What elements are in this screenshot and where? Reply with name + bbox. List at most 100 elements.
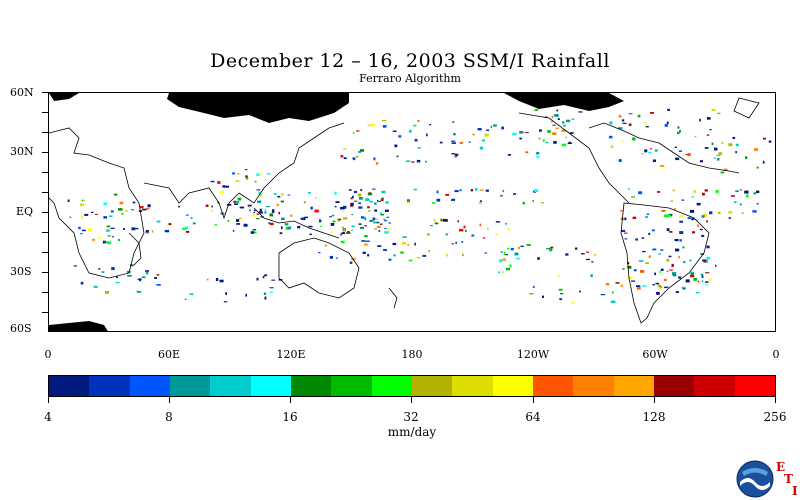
- rain-pixel: [340, 240, 345, 244]
- rain-pixel: [139, 206, 144, 209]
- rain-pixel: [624, 217, 627, 221]
- rain-pixel: [406, 201, 410, 204]
- rain-pixel: [502, 258, 506, 261]
- lat-tick: [42, 272, 48, 273]
- colorbar-segment: [250, 376, 291, 396]
- rain-pixel: [622, 268, 625, 270]
- rain-pixel: [451, 243, 454, 245]
- rain-pixel: [110, 210, 114, 213]
- rain-pixel: [436, 198, 441, 202]
- rain-pixel: [192, 222, 196, 225]
- lat-label-60n: 60N: [10, 86, 34, 99]
- rain-pixel: [351, 225, 355, 228]
- rain-pixel: [609, 121, 613, 125]
- rain-pixel: [127, 275, 132, 277]
- rain-pixel: [67, 199, 70, 202]
- rain-pixel: [690, 209, 695, 213]
- rain-pixel: [362, 251, 366, 254]
- rain-pixel: [252, 231, 257, 234]
- rain-pixel: [343, 157, 347, 160]
- rain-pixel: [254, 180, 257, 183]
- rain-pixel: [713, 157, 717, 159]
- rain-pixel: [250, 231, 255, 234]
- rain-pixel: [451, 198, 456, 201]
- rain-pixel: [234, 200, 240, 204]
- rain-pixel: [411, 161, 415, 163]
- rainfall-map: [48, 92, 776, 332]
- rain-pixel: [367, 192, 373, 196]
- rain-pixel: [310, 206, 313, 210]
- rain-pixel: [373, 157, 376, 161]
- rain-pixel: [694, 135, 697, 138]
- rain-pixel: [364, 243, 368, 246]
- rain-pixel: [741, 212, 744, 215]
- rain-pixel: [108, 215, 113, 217]
- rain-pixel: [692, 231, 696, 234]
- colorbar-segment: [532, 376, 574, 396]
- rain-pixel: [185, 226, 189, 229]
- rain-pixel: [262, 275, 265, 279]
- rain-pixel: [632, 216, 637, 219]
- rain-pixel: [103, 202, 107, 206]
- rain-pixel: [361, 216, 365, 219]
- rain-pixel: [388, 222, 391, 224]
- rain-pixel: [682, 287, 686, 290]
- rain-pixel: [145, 230, 149, 233]
- rain-pixel: [503, 252, 506, 255]
- colorbar-label-32: 32: [403, 410, 419, 424]
- rain-pixel: [278, 211, 281, 215]
- rain-pixel: [700, 253, 704, 255]
- lon-label-0-end: 0: [772, 348, 780, 361]
- rain-pixel: [164, 229, 170, 233]
- rain-pixel: [696, 291, 700, 294]
- rain-pixel: [372, 217, 376, 221]
- rain-pixel: [417, 120, 420, 122]
- rain-pixel: [237, 173, 240, 175]
- rain-pixel: [361, 240, 366, 242]
- rain-pixel: [642, 285, 647, 287]
- rain-pixel: [319, 218, 321, 221]
- rain-pixel: [223, 301, 228, 303]
- rain-pixel: [343, 148, 347, 150]
- lat-label-30s: 30S: [10, 265, 32, 278]
- rain-pixel: [232, 172, 235, 175]
- rain-pixel: [324, 244, 327, 247]
- rain-pixel: [184, 298, 187, 300]
- eti-letter-t: T: [784, 472, 793, 486]
- rain-pixel: [189, 293, 194, 296]
- rain-pixel: [340, 233, 343, 236]
- rain-pixel: [146, 207, 150, 210]
- rain-pixel: [560, 293, 564, 295]
- rain-pixel: [739, 189, 742, 191]
- rain-pixel: [701, 215, 705, 218]
- rain-pixel: [663, 286, 669, 289]
- rain-pixel: [383, 249, 387, 251]
- colorbar-tick: [533, 397, 534, 403]
- rain-pixel: [702, 192, 705, 196]
- rain-pixel: [718, 211, 721, 214]
- rain-pixel: [704, 284, 709, 286]
- rain-pixel: [272, 209, 275, 212]
- rain-pixel: [222, 185, 226, 188]
- rain-pixel: [81, 199, 84, 202]
- ice-mask-asia: [167, 93, 349, 123]
- rain-pixel: [734, 201, 737, 203]
- rain-pixel: [532, 285, 535, 288]
- lon-label-180: 180: [401, 348, 423, 361]
- rain-pixel: [638, 260, 644, 262]
- rain-pixel: [642, 250, 646, 253]
- rain-pixel: [205, 204, 209, 207]
- rain-pixel: [731, 195, 735, 197]
- lat-tick: [42, 312, 48, 313]
- rain-pixel: [498, 259, 503, 263]
- rain-pixel: [718, 152, 723, 155]
- rain-pixel: [234, 203, 238, 205]
- ice-mask-america: [504, 93, 624, 111]
- rain-pixel: [400, 251, 404, 254]
- rain-pixel: [185, 231, 190, 233]
- rain-pixel: [348, 189, 352, 191]
- rain-pixel: [107, 235, 111, 237]
- rain-pixel: [752, 210, 757, 213]
- rain-pixel: [269, 213, 274, 217]
- rain-pixel: [693, 190, 697, 193]
